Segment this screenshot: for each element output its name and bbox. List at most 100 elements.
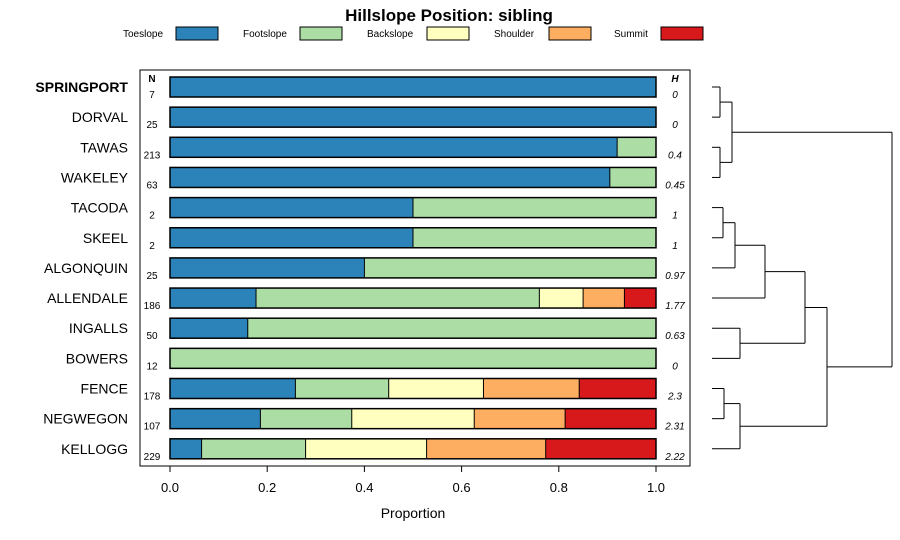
- plot-frame: [139, 69, 691, 467]
- row-label: ALLENDALE: [47, 290, 128, 306]
- h-value: 0.97: [665, 271, 685, 282]
- legend-swatch-backslope: [426, 26, 470, 41]
- dendrogram: [712, 86, 893, 450]
- bar-segment-backslope: [388, 378, 484, 399]
- bar-outline: [169, 407, 657, 430]
- bar-segment-footslope: [260, 408, 352, 429]
- bar-segment-shoulder: [426, 438, 546, 459]
- row-wakeley: WAKELEY 63 0.45: [61, 166, 685, 191]
- row-label: FENCE: [81, 381, 128, 397]
- row-bowers: BOWERS 12 0: [66, 347, 678, 372]
- h-value: 1: [672, 241, 678, 252]
- bar-segment-toeslope: [170, 438, 202, 459]
- x-tick-label: 0.6: [453, 480, 471, 495]
- bar-segment-footslope: [170, 348, 656, 369]
- bar-segment-shoulder: [583, 288, 625, 309]
- bar-segment-toeslope: [170, 197, 413, 218]
- bar-segment-footslope: [256, 288, 540, 309]
- bar-outline: [169, 287, 657, 309]
- row-fence: FENCE 178 2.3: [81, 377, 682, 403]
- n-value: 2: [149, 241, 155, 252]
- row-tacoda: TACODA 2 1: [71, 196, 678, 222]
- x-tick-label: 0.0: [161, 480, 179, 495]
- row-label: WAKELEY: [61, 169, 129, 185]
- bar-segment-backslope: [305, 438, 427, 459]
- n-value: 213: [144, 150, 161, 161]
- bar-segment-summit: [545, 438, 656, 459]
- bar-segment-summit: [565, 408, 656, 429]
- bar-segment-toeslope: [170, 227, 413, 248]
- bar-segment-shoulder: [483, 378, 580, 399]
- n-value: 107: [144, 422, 161, 433]
- n-value: 2: [149, 211, 155, 222]
- row-dorval: DORVAL 25 0: [72, 106, 678, 131]
- bar-outline: [169, 317, 657, 339]
- h-value: 1: [672, 211, 678, 222]
- bar-segment-summit: [579, 378, 656, 399]
- x-axis-title: Proportion: [381, 505, 446, 521]
- n-value: 50: [146, 331, 158, 342]
- bar-segment-toeslope: [170, 318, 248, 339]
- row-ingalls: INGALLS 50 0.63: [69, 317, 685, 342]
- legend: Toeslope Footslope Backslope Shoulder Summit: [123, 26, 704, 41]
- bar-segment-toeslope: [170, 167, 610, 188]
- x-tick-label: 0.2: [258, 480, 276, 495]
- n-value: 25: [146, 271, 158, 282]
- bar-outline: [169, 106, 657, 128]
- h-header: H: [671, 74, 679, 85]
- bar-outline: [169, 136, 657, 159]
- row-allendale: ALLENDALE 186 1.77: [47, 287, 685, 312]
- row-label: ALGONQUIN: [44, 260, 128, 276]
- bar-segment-toeslope: [170, 137, 618, 158]
- bar-outline: [169, 377, 657, 400]
- n-value: 12: [146, 361, 158, 372]
- n-header: N: [148, 74, 155, 85]
- bar-outline: [169, 347, 657, 370]
- bar-segment-footslope: [609, 167, 656, 188]
- row-skeel: SKEEL 2 1: [83, 227, 678, 252]
- row-label: TAWAS: [80, 139, 128, 155]
- legend-label-shoulder: Shoulder: [494, 29, 535, 40]
- bar-segment-footslope: [295, 378, 389, 399]
- h-value: 0: [672, 90, 678, 101]
- row-kellogg: KELLOGG 229 2.22: [61, 438, 685, 463]
- legend-swatch-summit: [660, 26, 704, 41]
- bar-segment-toeslope: [170, 77, 656, 97]
- x-tick-label: 0.4: [355, 480, 373, 495]
- bar-segment-backslope: [539, 288, 584, 309]
- h-value: 0: [672, 361, 678, 372]
- bar-segment-footslope: [364, 257, 656, 278]
- row-label: DORVAL: [72, 109, 128, 125]
- bar-outline: [169, 166, 657, 189]
- n-value: 178: [144, 392, 161, 403]
- legend-swatch-footslope: [299, 26, 343, 41]
- h-value: 2.31: [664, 422, 684, 433]
- legend-swatch-toeslope: [175, 26, 219, 41]
- row-label: SKEEL: [83, 230, 128, 246]
- bar-outline: [169, 438, 657, 460]
- h-value: 2.3: [667, 392, 682, 403]
- bar-segment-toeslope: [170, 288, 257, 309]
- bar-segment-footslope: [247, 318, 656, 339]
- row-label: NEGWEGON: [43, 411, 128, 427]
- x-tick-label: 1.0: [647, 480, 665, 495]
- h-value: 0: [672, 120, 678, 131]
- row-tawas: TAWAS 213 0.4: [80, 136, 682, 161]
- h-value: 0.4: [668, 150, 682, 161]
- row-label: BOWERS: [66, 350, 128, 366]
- chart-title: Hillslope Position: sibling: [345, 6, 553, 25]
- n-value: 186: [144, 301, 161, 312]
- bar-segment-footslope: [413, 227, 656, 248]
- bar-segment-summit: [624, 288, 656, 309]
- legend-label-toeslope: Toeslope: [123, 29, 163, 40]
- row-label: INGALLS: [69, 320, 128, 336]
- legend-label-summit: Summit: [614, 29, 648, 40]
- bar-segment-footslope: [201, 438, 306, 459]
- bar-segment-toeslope: [170, 257, 365, 278]
- bar-segment-toeslope: [170, 378, 296, 399]
- row-label: TACODA: [71, 200, 129, 216]
- x-axis: 0.0 0.2 0.4 0.6 0.8 1.0: [161, 466, 665, 495]
- n-value: 25: [146, 120, 158, 131]
